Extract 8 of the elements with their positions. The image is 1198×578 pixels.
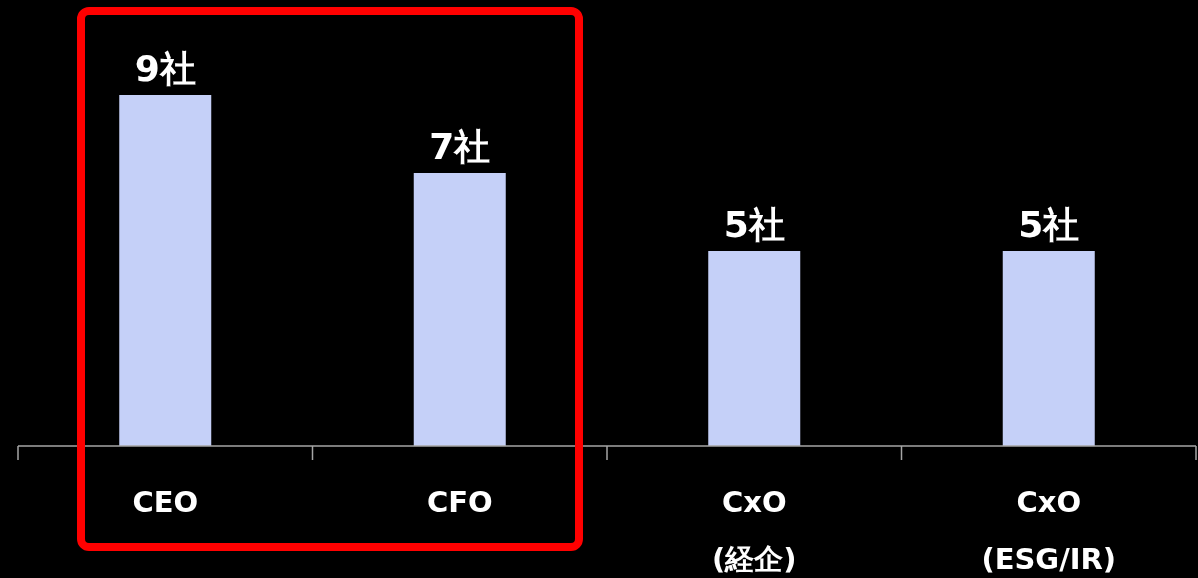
data-label: 9社	[134, 48, 196, 89]
x-tick-label: CEO	[132, 485, 199, 519]
data-label: 7社	[429, 126, 491, 167]
x-tick-label: CxO (ESG/IR)	[981, 485, 1117, 576]
x-tick-label: CFO	[426, 485, 493, 519]
data-label: 5社	[723, 204, 785, 245]
x-tick-label: CxO (経企)	[711, 485, 797, 576]
data-label: 5社	[1018, 204, 1080, 245]
